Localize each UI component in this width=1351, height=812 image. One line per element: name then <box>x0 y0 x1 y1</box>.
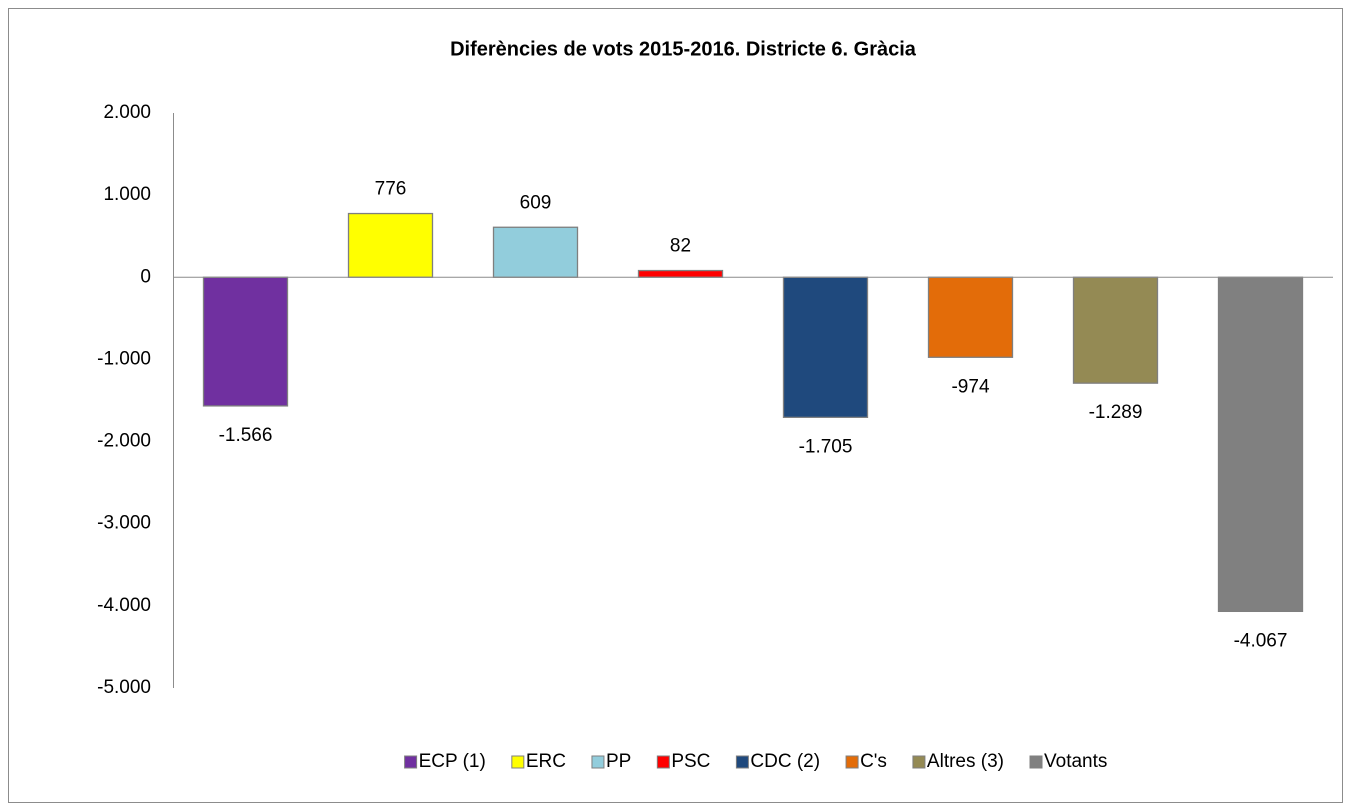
data-label: -974 <box>951 376 989 397</box>
bar <box>1217 276 1304 613</box>
legend-label: PSC <box>671 751 710 772</box>
legend-swatch <box>404 755 418 769</box>
legend-swatch <box>656 755 670 769</box>
y-tick-label: -1.000 <box>97 348 151 369</box>
bar <box>927 276 1014 358</box>
legend: ECP (1) ERC PP PSC CDC (2) C's Altres (3) Votan… <box>404 751 1107 772</box>
y-tick-label: 0 <box>140 266 151 287</box>
legend-label: Altres (3) <box>927 751 1004 772</box>
data-label: -1.705 <box>799 436 853 457</box>
bar <box>782 276 869 418</box>
data-label: 776 <box>375 179 407 200</box>
y-tick-label: -5.000 <box>97 677 151 698</box>
legend-label: ECP (1) <box>419 751 486 772</box>
legend-label: Votants <box>1044 751 1107 772</box>
data-label: -1.566 <box>219 425 273 446</box>
legend-label: C's <box>860 751 887 772</box>
legend-swatch <box>735 755 749 769</box>
legend-label: PP <box>606 751 631 772</box>
y-tick-label: 1.000 <box>103 184 151 205</box>
legend-swatch <box>1029 755 1043 769</box>
data-label: 82 <box>670 236 691 257</box>
legend-swatch <box>511 755 525 769</box>
data-label: 609 <box>520 192 552 213</box>
bar <box>347 212 434 278</box>
bar <box>492 226 579 278</box>
bar <box>202 276 289 407</box>
chart-title: Diferències de vots 2015-2016. Districte… <box>450 38 917 60</box>
bar <box>637 269 724 278</box>
legend-swatch <box>845 755 859 769</box>
y-tick-label: -3.000 <box>97 513 151 534</box>
legend-label: CDC (2) <box>750 751 820 772</box>
legend-label: ERC <box>526 751 566 772</box>
y-tick-label: -2.000 <box>97 431 151 452</box>
y-tick-label: -4.000 <box>97 595 151 616</box>
legend-swatch <box>912 755 926 769</box>
y-tick-label: 2.000 <box>103 102 151 123</box>
data-label: -4.067 <box>1234 630 1288 651</box>
legend-swatch <box>591 755 605 769</box>
bar <box>1072 276 1159 384</box>
data-label: -1.289 <box>1089 402 1143 423</box>
